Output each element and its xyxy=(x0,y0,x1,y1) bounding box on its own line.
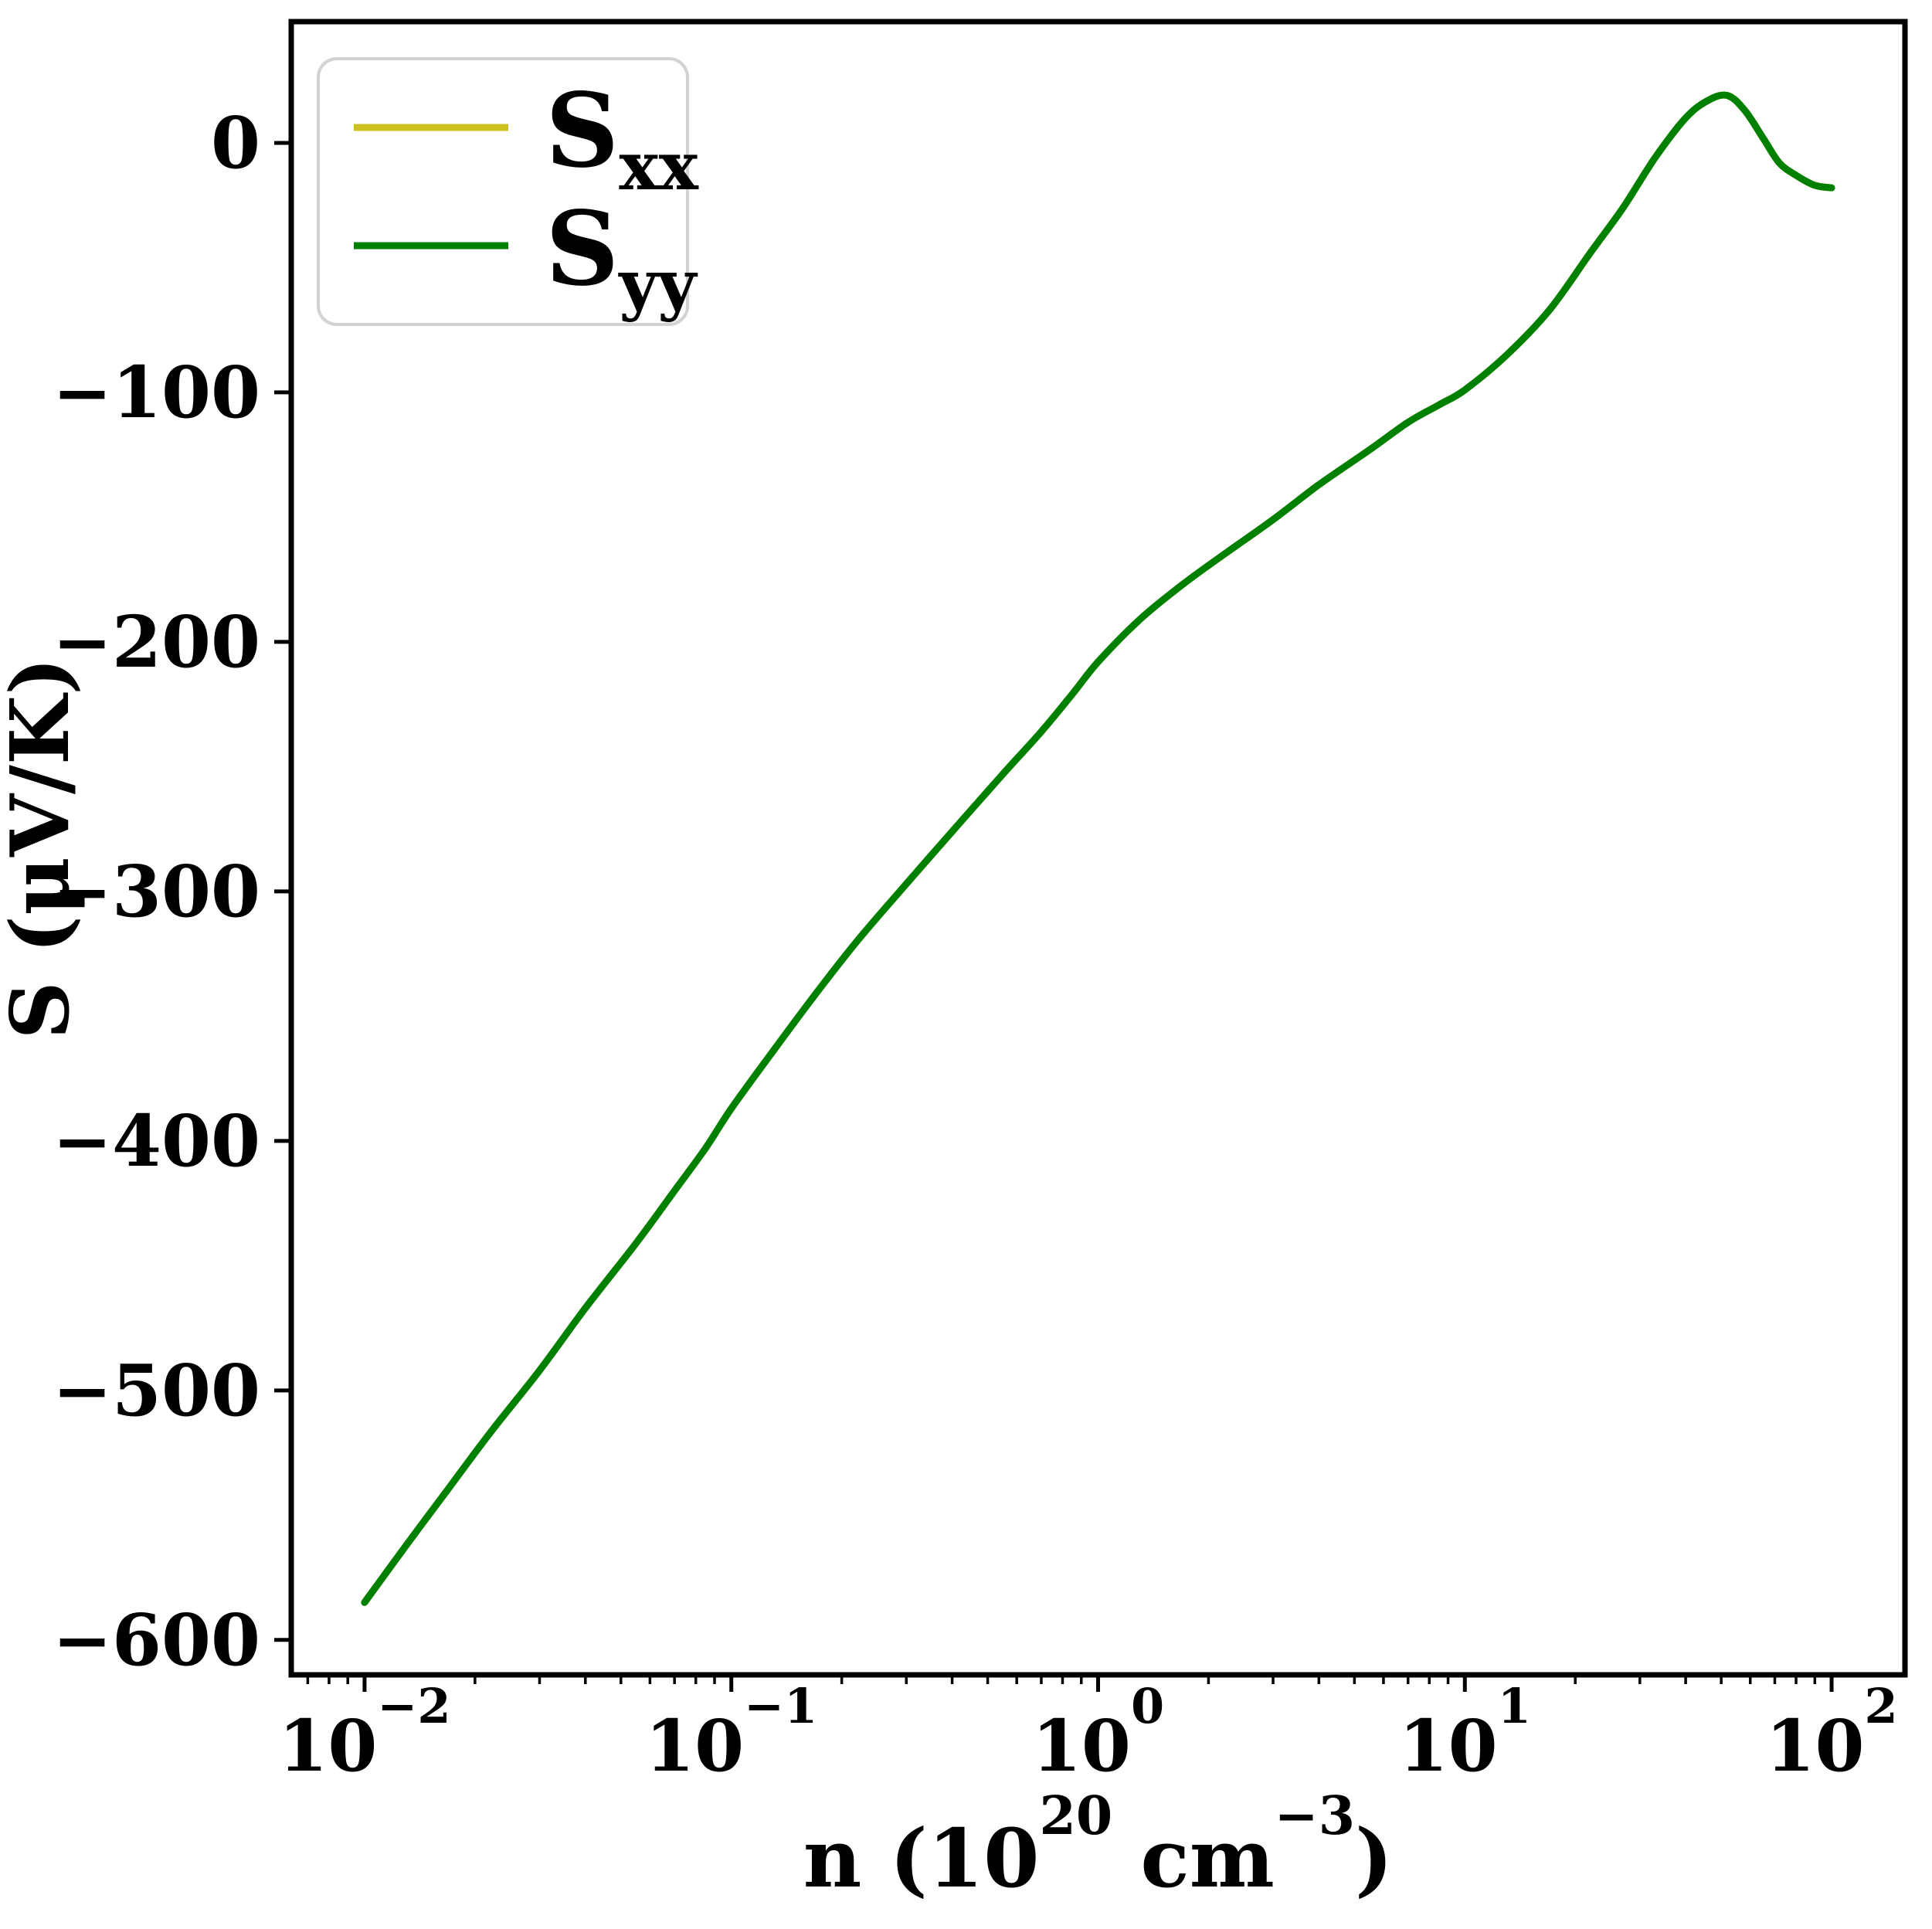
x-axis-label-text: n (1020 cm−3) xyxy=(803,1785,1394,1906)
y-axis-label: S (μV/K) xyxy=(0,657,87,1040)
legend-label-S_xx: Sxx xyxy=(545,71,699,205)
y-tick-label: −200 xyxy=(53,600,260,684)
series-layer xyxy=(361,91,1835,1606)
series-line-S_yy xyxy=(361,91,1835,1606)
y-tick-label: −500 xyxy=(53,1349,260,1432)
x-tick-label: 102 xyxy=(1765,1678,1897,1788)
x-tick-label: 100 xyxy=(1032,1678,1164,1788)
x-tick-label: 10−1 xyxy=(645,1678,817,1788)
x-axis-label: n (1020 cm−3) xyxy=(803,1785,1394,1906)
y-tick-label: −600 xyxy=(53,1598,260,1682)
y-axis: 0 −100 −200 −300 −400 −500 −600 xyxy=(53,101,291,1682)
y-tick-label: −100 xyxy=(53,351,260,434)
y-tick-label: −300 xyxy=(53,850,260,933)
legend-label-S_yy: Syy xyxy=(545,189,698,324)
y-tick-label: 0 xyxy=(211,101,260,185)
x-tick-label: 10−2 xyxy=(278,1678,450,1788)
y-tick-label: −400 xyxy=(53,1099,260,1183)
x-axis: 10−2 10−1 100 101 102 xyxy=(278,1675,1898,1788)
x-tick-label: 101 xyxy=(1399,1678,1531,1788)
